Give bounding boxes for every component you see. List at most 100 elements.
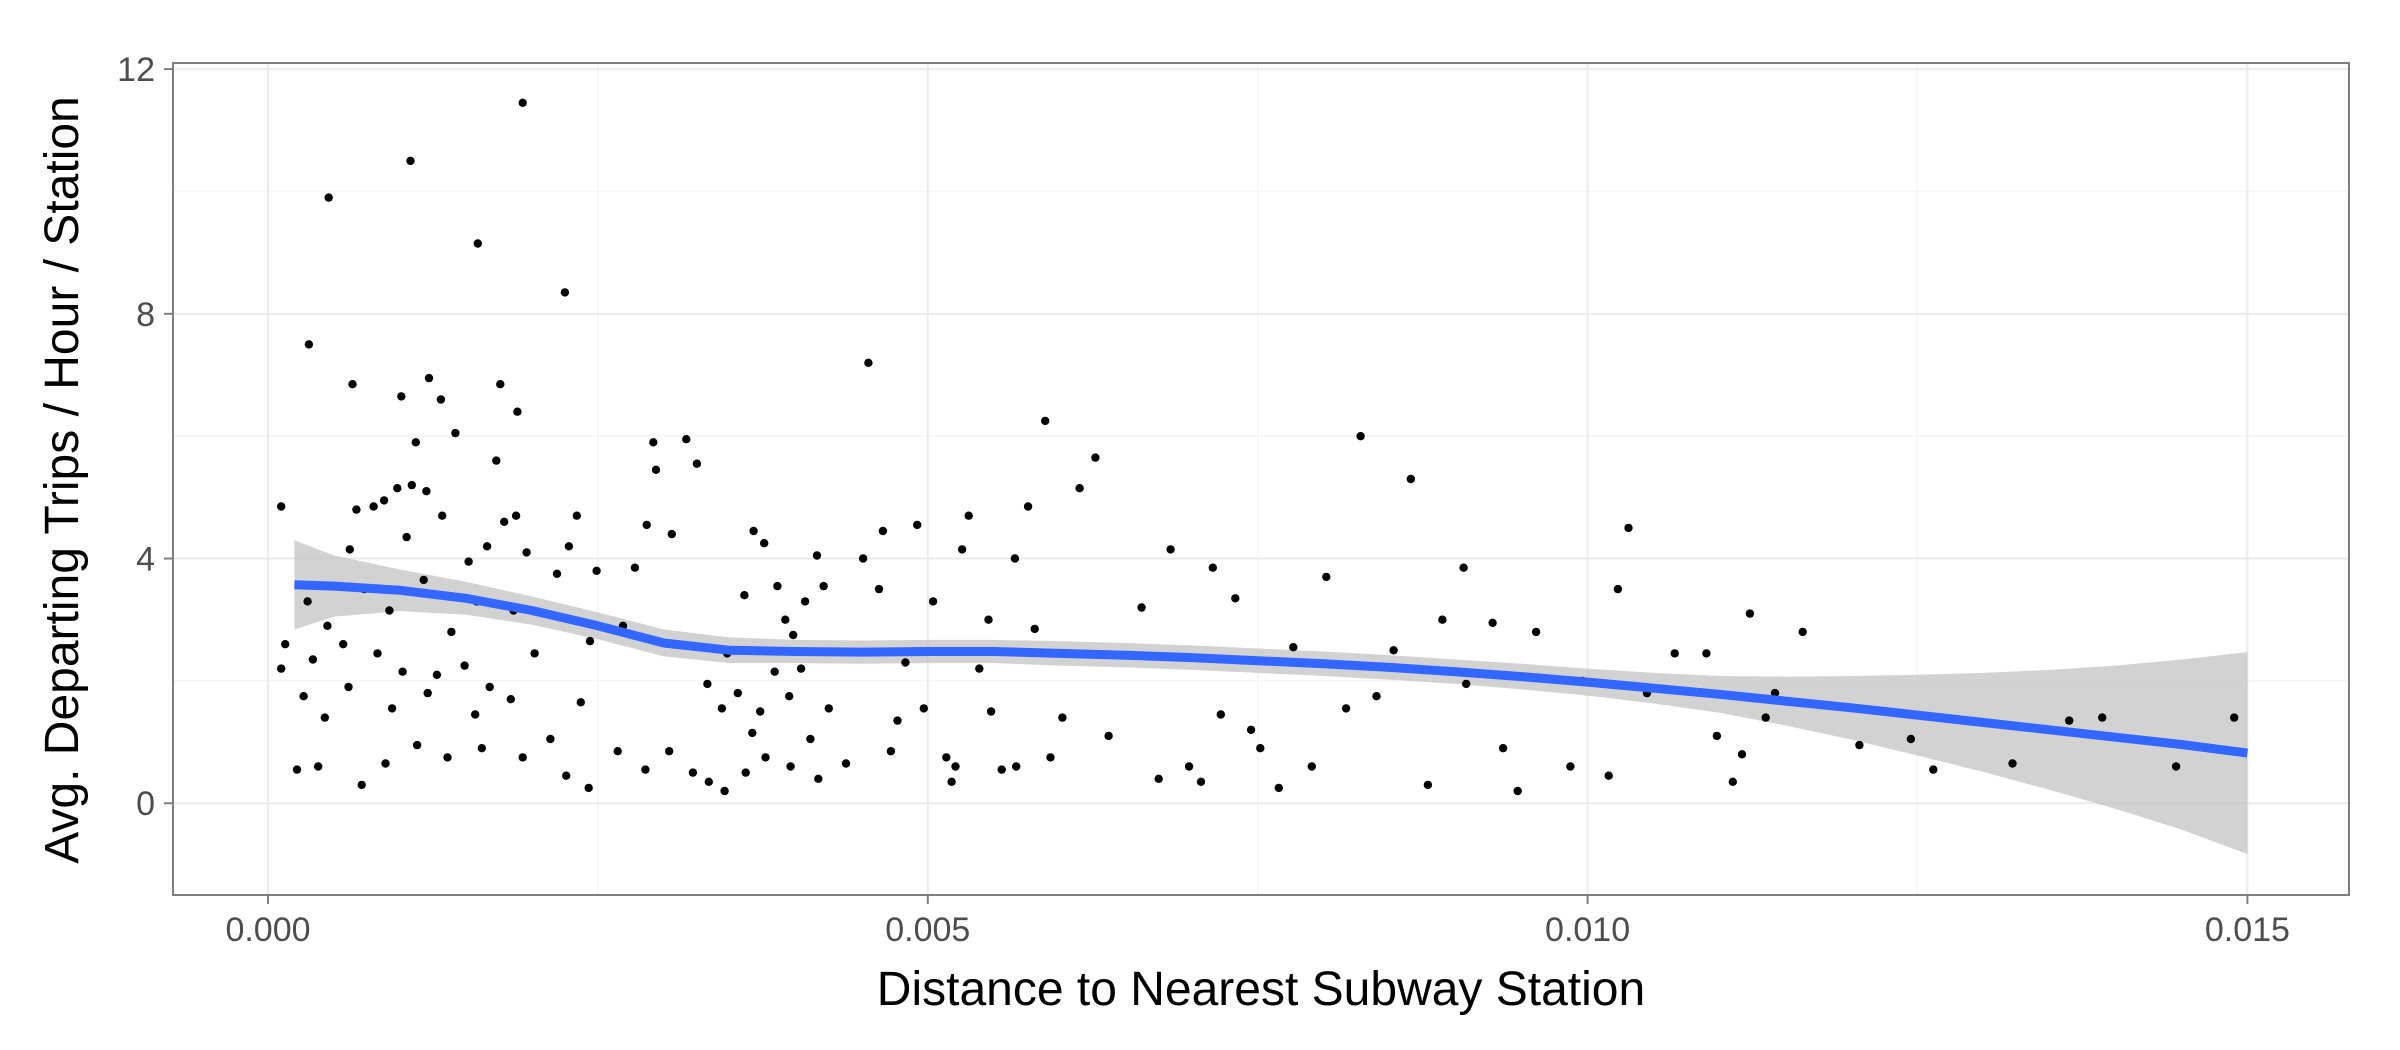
- data-point: [717, 704, 727, 713]
- data-point: [477, 744, 486, 753]
- data-point: [1184, 762, 1194, 771]
- data-point: [1531, 627, 1541, 637]
- data-point: [1745, 609, 1755, 618]
- data-point: [352, 505, 361, 514]
- data-point: [451, 428, 460, 438]
- data-point: [324, 193, 333, 202]
- data-point: [1624, 523, 1633, 533]
- data-point: [878, 526, 888, 536]
- data-point: [1046, 753, 1055, 762]
- data-point: [320, 713, 329, 722]
- data-point: [984, 615, 993, 624]
- data-point: [576, 698, 585, 707]
- data-point: [572, 511, 581, 520]
- data-point: [314, 762, 323, 771]
- data-point: [2171, 762, 2181, 771]
- data-point: [1670, 649, 1679, 658]
- data-point: [2230, 713, 2239, 722]
- data-point: [277, 502, 286, 511]
- data-point: [901, 658, 910, 667]
- data-point: [975, 664, 984, 673]
- y-tick-label: 4: [136, 541, 155, 579]
- data-point: [789, 630, 798, 640]
- data-point: [560, 288, 570, 297]
- data-point: [1104, 731, 1113, 741]
- data-point: [819, 581, 828, 591]
- data-point: [642, 520, 651, 530]
- data-point: [506, 695, 515, 704]
- data-point: [1855, 740, 1864, 750]
- data-point: [411, 438, 420, 447]
- data-point: [858, 554, 868, 563]
- x-tick-label: 0.005: [885, 911, 970, 949]
- data-point: [436, 395, 446, 404]
- data-point: [485, 682, 494, 692]
- x-axis: 0.000 0.005 0.010 0.015: [225, 895, 2290, 949]
- data-point: [1075, 484, 1084, 493]
- data-point: [1166, 545, 1175, 554]
- data-point: [874, 584, 884, 594]
- data-point: [1196, 777, 1206, 786]
- data-point: [761, 753, 770, 762]
- data-point: [2098, 713, 2107, 722]
- data-point: [913, 520, 922, 530]
- data-point: [592, 566, 601, 575]
- data-point: [496, 380, 505, 389]
- data-point: [552, 569, 562, 578]
- data-point: [919, 704, 928, 713]
- data-point: [518, 98, 527, 108]
- data-point: [422, 487, 431, 496]
- data-point: [812, 551, 822, 560]
- data-point: [460, 661, 469, 670]
- data-point: [1091, 453, 1100, 462]
- data-point: [2008, 759, 2017, 768]
- data-point: [424, 373, 434, 383]
- data-point: [630, 563, 640, 572]
- data-point: [393, 484, 402, 493]
- data-point: [339, 640, 348, 649]
- data-point: [1030, 624, 1039, 634]
- data-point: [1246, 725, 1256, 734]
- data-point: [841, 759, 851, 768]
- data-point: [323, 621, 332, 630]
- data-point: [1137, 603, 1146, 612]
- data-point: [564, 542, 574, 551]
- data-point: [412, 740, 422, 750]
- data-point: [1012, 762, 1021, 771]
- x-axis-title: Distance to Nearest Subway Station: [877, 963, 1645, 1016]
- data-point: [584, 783, 593, 793]
- data-point: [1613, 584, 1623, 594]
- data-point: [511, 511, 521, 520]
- data-point: [473, 239, 482, 248]
- data-point: [814, 774, 823, 783]
- data-point: [303, 597, 312, 606]
- data-point: [438, 511, 447, 520]
- data-point: [419, 575, 428, 585]
- data-point: [760, 539, 769, 548]
- data-point: [1406, 474, 1416, 484]
- data-point: [1498, 744, 1508, 753]
- data-point: [1770, 688, 1780, 698]
- data-point: [773, 581, 782, 591]
- data-point: [1737, 750, 1747, 759]
- data-point: [1604, 771, 1613, 780]
- data-point: [443, 753, 452, 762]
- x-tick-label: 0.000: [225, 911, 310, 949]
- data-point: [369, 502, 378, 511]
- smooth-line: [294, 580, 2248, 758]
- data-point: [482, 542, 492, 551]
- data-point: [1929, 765, 1938, 774]
- data-point: [304, 340, 314, 349]
- data-point: [292, 765, 302, 774]
- data-point: [357, 780, 366, 790]
- data-point: [1728, 777, 1738, 786]
- minor-grid: [173, 63, 2349, 895]
- data-point: [1322, 572, 1331, 582]
- data-point: [500, 517, 509, 526]
- data-point: [1438, 615, 1447, 624]
- data-point: [1423, 780, 1433, 790]
- data-point: [957, 545, 967, 554]
- data-point: [785, 692, 794, 701]
- data-point: [1307, 762, 1317, 771]
- data-point: [406, 156, 415, 166]
